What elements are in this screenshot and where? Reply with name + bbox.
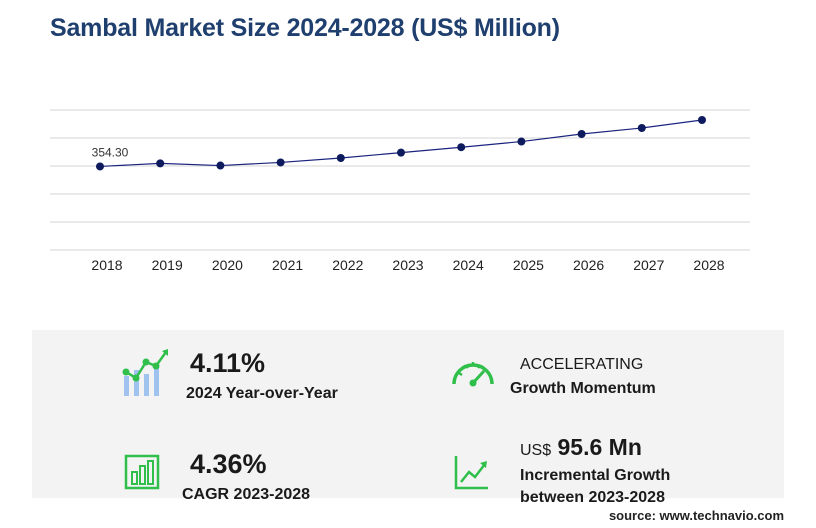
data-point-2026: [577, 130, 586, 138]
data-point-2018: [96, 162, 104, 171]
chart-title: Sambal Market Size 2024-2028 (US$ Millio…: [50, 14, 560, 42]
yoy-label: 2024 Year-over-Year: [186, 385, 338, 402]
cagr-label: CAGR 2023-2028: [182, 486, 311, 503]
x-tick-label: 2025: [513, 257, 544, 273]
x-tick-label: 2028: [693, 257, 724, 273]
data-point-2023: [397, 148, 405, 157]
trend-arrow-icon: [454, 456, 488, 490]
data-point-2025: [517, 137, 526, 146]
x-tick-label: 2020: [212, 257, 243, 273]
data-point-2027: [637, 124, 646, 132]
yoy-value: 4.11%: [190, 348, 266, 378]
bar-line-growth-icon: [122, 349, 168, 396]
data-point-2022: [336, 154, 345, 162]
momentum-line1: ACCELERATING: [520, 356, 644, 373]
data-point-2020: [216, 161, 225, 170]
x-tick-label: 2023: [392, 257, 423, 273]
x-tick-label: 2022: [332, 257, 363, 273]
x-tick-label: 2018: [91, 257, 122, 273]
data-point-2019: [156, 159, 165, 168]
data-label: 354.30: [92, 145, 129, 159]
momentum-line2: Growth Momentum: [510, 380, 656, 397]
data-point-2024: [457, 143, 466, 152]
line-chart: 2018 2019 2020 2021 2022 2023 2024 2025 2026 2027…: [50, 109, 750, 273]
speedometer-icon: [452, 362, 494, 387]
incremental-line2: between 2023-2028: [520, 489, 665, 506]
bar-chart-icon: [124, 454, 160, 490]
x-tick-label: 2019: [152, 257, 183, 273]
incremental-value: US$ 95.6 Mn: [520, 434, 642, 461]
cagr-value: 4.36%: [190, 449, 267, 479]
currency-prefix: US$: [520, 442, 552, 459]
series-line: [99, 119, 703, 168]
incremental-line1: Incremental Growth: [520, 467, 671, 484]
incremental-amount: 95.6 Mn: [557, 434, 642, 460]
x-tick-label: 2027: [633, 257, 664, 273]
x-tick-label: 2021: [272, 257, 303, 273]
source-note: source: www.technavio.com: [608, 508, 784, 523]
x-tick-label: 2026: [573, 257, 604, 273]
data-point-2028: [698, 116, 706, 124]
x-tick-label: 2024: [453, 257, 484, 273]
data-point-2021: [276, 158, 285, 167]
